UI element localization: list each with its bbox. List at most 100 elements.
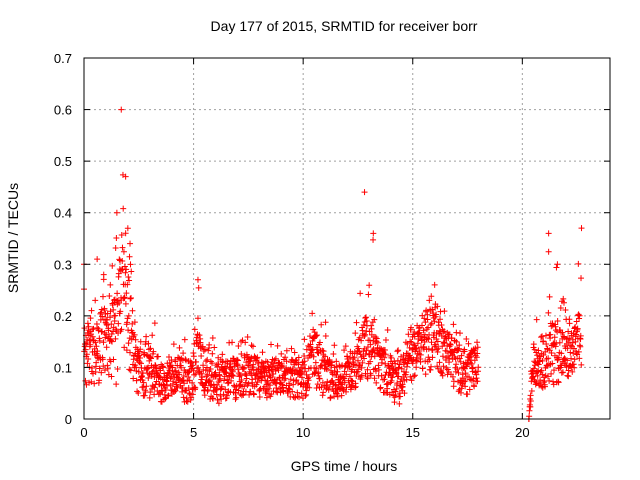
data-point (137, 355, 144, 362)
data-point (174, 374, 181, 381)
data-point (253, 381, 260, 388)
data-point (474, 344, 481, 351)
data-point (282, 354, 289, 361)
data-point (536, 357, 543, 364)
data-point (116, 300, 123, 307)
data-point (275, 367, 282, 374)
data-point (296, 394, 303, 401)
data-point (549, 360, 556, 367)
data-point (131, 319, 138, 326)
data-point (408, 324, 415, 331)
data-point (189, 362, 196, 369)
data-point (250, 343, 257, 350)
data-point (422, 358, 429, 365)
data-point (570, 330, 577, 337)
data-point (425, 324, 432, 331)
data-point (160, 364, 167, 371)
data-point (392, 360, 399, 367)
data-point (245, 380, 252, 387)
data-point (244, 333, 251, 340)
data-point (551, 334, 558, 341)
data-point (188, 359, 195, 366)
data-point (238, 350, 245, 357)
data-point (132, 336, 139, 343)
data-point (304, 380, 311, 387)
data-point (370, 230, 377, 237)
data-point (143, 333, 150, 340)
data-point (437, 316, 444, 323)
data-point (417, 358, 424, 365)
data-point (219, 359, 226, 366)
data-point (123, 290, 130, 297)
data-point (566, 320, 573, 327)
data-point (270, 360, 277, 367)
data-point (189, 391, 196, 398)
data-point (424, 334, 431, 341)
data-point (204, 371, 211, 378)
data-point (298, 390, 305, 397)
data-point (425, 345, 432, 352)
data-point (127, 240, 134, 247)
data-point (278, 381, 285, 388)
data-point (176, 344, 183, 351)
data-point (415, 325, 422, 332)
data-point (441, 328, 448, 335)
data-point (96, 377, 103, 384)
data-point (247, 388, 254, 395)
data-point (155, 353, 162, 360)
data-point (147, 355, 154, 362)
data-point (208, 372, 215, 379)
data-point (413, 345, 420, 352)
y-axis-label: SRMTID / TECUs (5, 183, 21, 293)
data-point (307, 341, 314, 348)
data-point (471, 357, 478, 364)
data-point (170, 341, 177, 348)
data-point (571, 364, 578, 371)
data-point (238, 377, 245, 384)
data-point (556, 339, 563, 346)
data-point (105, 327, 112, 334)
data-point (531, 346, 538, 353)
data-point (447, 341, 454, 348)
data-point (232, 386, 239, 393)
data-point (94, 256, 101, 263)
data-point (197, 339, 204, 346)
data-point (275, 359, 282, 366)
data-point (555, 379, 562, 386)
data-point (215, 400, 222, 407)
data-point (92, 369, 99, 376)
data-point (313, 365, 320, 372)
data-point (413, 358, 420, 365)
data-point (381, 376, 388, 383)
data-point (263, 394, 270, 401)
data-point (92, 297, 99, 304)
data-point (98, 369, 105, 376)
data-point (126, 277, 133, 284)
data-point (411, 333, 418, 340)
data-point (532, 381, 539, 388)
data-point (98, 309, 105, 316)
data-point (424, 316, 431, 323)
data-point (320, 389, 327, 396)
data-point (192, 384, 199, 391)
data-point (306, 374, 313, 381)
data-point (123, 347, 130, 354)
data-point (362, 314, 369, 321)
data-point (279, 363, 286, 370)
data-point (354, 357, 361, 364)
data-point (576, 312, 583, 319)
data-point (353, 362, 360, 369)
data-point (182, 356, 189, 363)
data-point (443, 348, 450, 355)
data-point (258, 359, 265, 366)
data-point (123, 266, 130, 273)
data-point (278, 350, 285, 357)
data-point (133, 377, 140, 384)
data-point (107, 281, 114, 288)
data-point (382, 337, 389, 344)
data-point (375, 366, 382, 373)
data-point (450, 383, 457, 390)
data-point (434, 338, 441, 345)
data-point (280, 388, 287, 395)
data-point (429, 347, 436, 354)
